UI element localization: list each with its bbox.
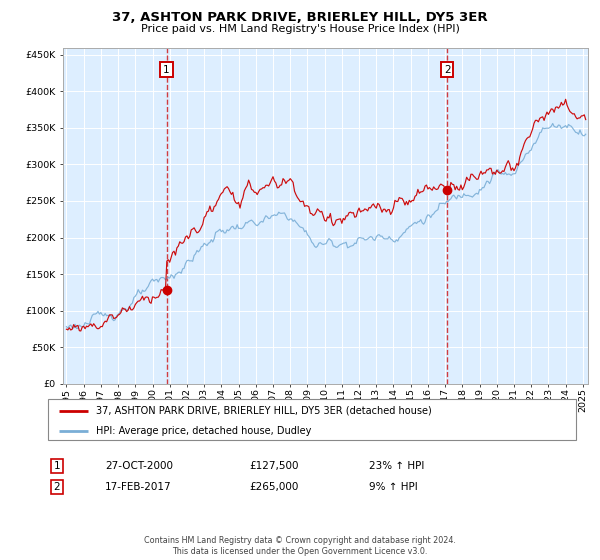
Text: £127,500: £127,500 — [249, 461, 299, 471]
Text: 9% ↑ HPI: 9% ↑ HPI — [369, 482, 418, 492]
Text: HPI: Average price, detached house, Dudley: HPI: Average price, detached house, Dudl… — [95, 426, 311, 436]
Text: Price paid vs. HM Land Registry's House Price Index (HPI): Price paid vs. HM Land Registry's House … — [140, 24, 460, 34]
Text: 23% ↑ HPI: 23% ↑ HPI — [369, 461, 424, 471]
Text: 1: 1 — [53, 461, 61, 471]
Text: 1: 1 — [163, 64, 170, 74]
Text: 17-FEB-2017: 17-FEB-2017 — [105, 482, 172, 492]
FancyBboxPatch shape — [48, 399, 576, 440]
Text: £265,000: £265,000 — [249, 482, 298, 492]
Text: 37, ASHTON PARK DRIVE, BRIERLEY HILL, DY5 3ER (detached house): 37, ASHTON PARK DRIVE, BRIERLEY HILL, DY… — [95, 405, 431, 416]
Text: 2: 2 — [444, 64, 451, 74]
Text: Contains HM Land Registry data © Crown copyright and database right 2024.
This d: Contains HM Land Registry data © Crown c… — [144, 536, 456, 556]
Text: 37, ASHTON PARK DRIVE, BRIERLEY HILL, DY5 3ER: 37, ASHTON PARK DRIVE, BRIERLEY HILL, DY… — [112, 11, 488, 24]
Text: 27-OCT-2000: 27-OCT-2000 — [105, 461, 173, 471]
Text: 2: 2 — [53, 482, 61, 492]
